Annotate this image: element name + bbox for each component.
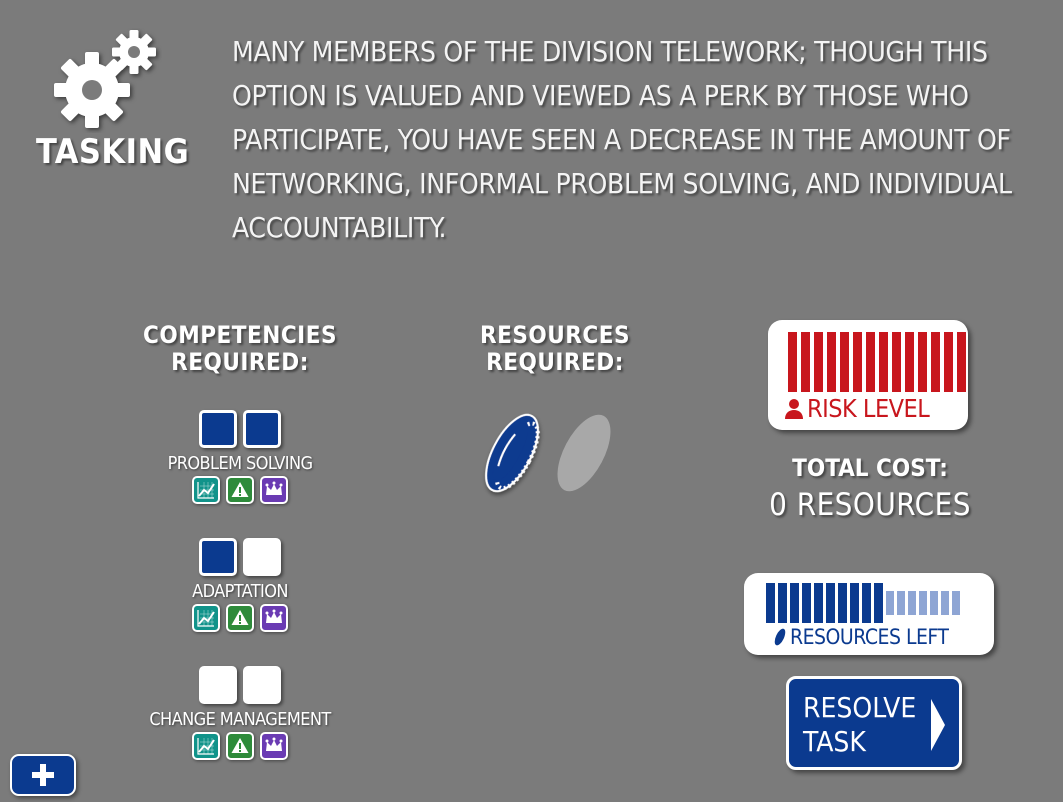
resources-heading: RESOURCES REQUIRED: <box>440 322 670 376</box>
competency-slot-empty[interactable] <box>243 666 281 704</box>
competencies-heading-line2: REQUIRED: <box>171 348 309 376</box>
resource-bar-filled <box>790 583 799 623</box>
tasking-title: TASKING <box>36 132 190 172</box>
resources-left-meter: RESOURCES LEFT <box>744 573 994 655</box>
competency-slot-empty[interactable] <box>199 666 237 704</box>
warning-icon <box>226 732 254 760</box>
competency-badges <box>140 732 340 760</box>
coin-icon <box>774 628 786 646</box>
warning-icon <box>226 476 254 504</box>
coin-filled-icon[interactable] <box>480 407 548 499</box>
resource-bar-filled <box>802 583 811 623</box>
add-button[interactable] <box>10 754 76 796</box>
chart-icon <box>192 604 220 632</box>
risk-bar <box>944 332 953 392</box>
resource-bar-empty <box>941 591 949 615</box>
tasking-logo: TASKING <box>30 28 190 178</box>
resource-bar-empty <box>908 591 916 615</box>
competency-name: CHANGE MANAGEMENT <box>149 709 331 730</box>
resource-bar-empty <box>886 591 894 615</box>
crown-icon <box>260 732 288 760</box>
competencies-heading: COMPETENCIES REQUIRED: <box>120 322 360 376</box>
risk-bar <box>931 332 940 392</box>
competency-badges <box>140 604 340 632</box>
competency-slots <box>140 666 340 704</box>
chart-icon <box>192 476 220 504</box>
risk-level-meter: RISK LEVEL <box>768 320 968 430</box>
risk-bar <box>879 332 888 392</box>
resources-left-text: RESOURCES LEFT <box>790 625 949 649</box>
competency-adaptation: ADAPTATION <box>140 538 340 632</box>
risk-bar <box>853 332 862 392</box>
competency-name: ADAPTATION <box>192 581 288 602</box>
risk-bar <box>892 332 901 392</box>
resource-bar-empty <box>930 591 938 615</box>
competency-slot-filled[interactable] <box>199 410 237 448</box>
competency-slot-filled[interactable] <box>199 538 237 576</box>
resource-bar-empty <box>952 591 960 615</box>
risk-bar <box>918 332 927 392</box>
task-description: MANY MEMBERS OF THE DIVISION TELEWORK; T… <box>232 35 1012 244</box>
competencies-heading-line1: COMPETENCIES <box>143 321 337 349</box>
crown-icon <box>260 604 288 632</box>
resource-bar-filled <box>838 583 847 623</box>
total-cost-label: TOTAL COST: <box>792 454 948 482</box>
risk-bar <box>801 332 810 392</box>
risk-bar <box>866 332 875 392</box>
person-icon <box>785 398 803 419</box>
competency-change-management: CHANGE MANAGEMENT <box>140 666 340 760</box>
competency-badges <box>140 476 340 504</box>
risk-bar <box>905 332 914 392</box>
competency-slot-filled[interactable] <box>243 410 281 448</box>
risk-bars <box>788 332 966 392</box>
resource-bar-filled <box>826 583 835 623</box>
competency-name: PROBLEM SOLVING <box>167 453 313 474</box>
chart-icon <box>192 732 220 760</box>
resource-bar-filled <box>778 583 787 623</box>
crown-icon <box>260 476 288 504</box>
risk-bar <box>957 332 966 392</box>
competency-slots <box>140 410 340 448</box>
resource-bar-filled <box>814 583 823 623</box>
resource-bar-empty <box>919 591 927 615</box>
warning-icon <box>226 604 254 632</box>
plus-icon <box>32 764 54 786</box>
resources-heading-line1: RESOURCES <box>479 321 631 349</box>
competency-slot-empty[interactable] <box>243 538 281 576</box>
resource-coins <box>480 407 620 500</box>
resource-bar-filled <box>874 583 883 623</box>
total-cost-value: 0 RESOURCES <box>769 487 971 523</box>
resolve-task-button[interactable]: RESOLVE TASK <box>786 676 962 770</box>
resource-bar-filled <box>766 583 775 623</box>
risk-bar <box>827 332 836 392</box>
risk-label-text: RISK LEVEL <box>807 394 930 423</box>
competency-slots <box>140 538 340 576</box>
resources-heading-line2: REQUIRED: <box>486 348 624 376</box>
risk-bar <box>840 332 849 392</box>
resolve-task-label: RESOLVE TASK <box>803 691 917 758</box>
risk-level-label: RISK LEVEL <box>784 394 930 423</box>
chevron-right-icon <box>931 699 945 751</box>
coin-empty-icon[interactable] <box>547 407 620 500</box>
resource-bar-filled <box>850 583 859 623</box>
resource-bars <box>766 583 960 623</box>
resource-bar-filled <box>862 583 871 623</box>
risk-bar <box>814 332 823 392</box>
competency-problem-solving: PROBLEM SOLVING <box>140 410 340 504</box>
resource-bar-empty <box>897 591 905 615</box>
resources-left-label: RESOURCES LEFT <box>774 625 949 649</box>
gears-icon <box>54 30 156 128</box>
risk-bar <box>788 332 797 392</box>
